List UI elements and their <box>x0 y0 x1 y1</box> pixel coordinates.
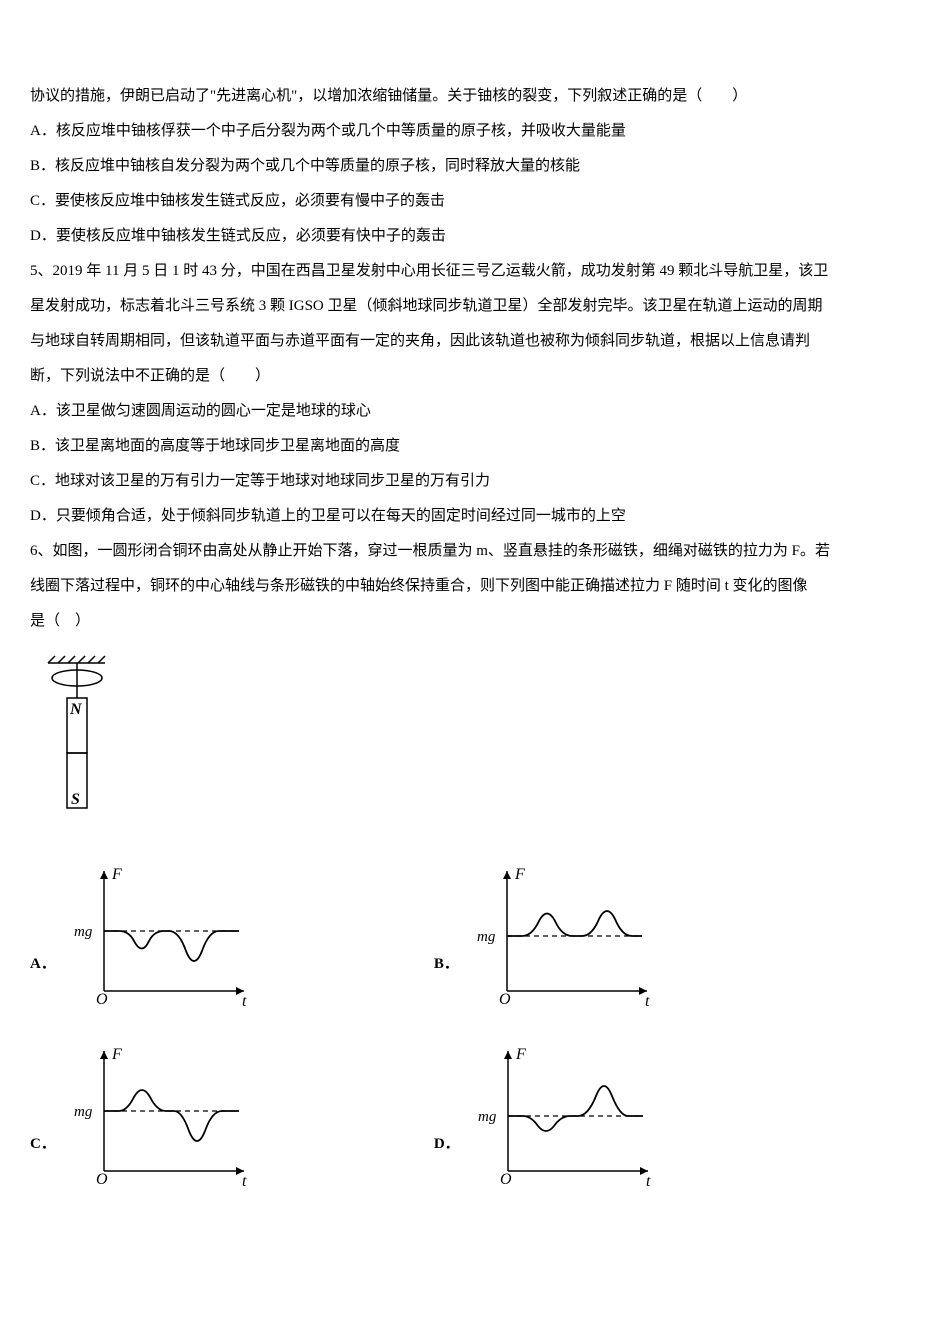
q5-stem-line2: 星发射成功，标志着北斗三号系统 3 颗 IGSO 卫星（倾斜地球同步轨道卫星）全… <box>30 290 920 323</box>
q4-stem-continuation: 协议的措施，伊朗已启动了"先进离心机"，以增加浓缩铀储量。关于铀核的裂变，下列叙… <box>30 80 920 113</box>
q4-option-b: B．核反应堆中铀核自发分裂为两个或几个中等质量的原子核，同时释放大量的核能 <box>30 150 920 183</box>
q5-stem-line4: 断，下列说法中不正确的是（ ） <box>30 360 920 393</box>
svg-text:F: F <box>515 1046 526 1063</box>
svg-text:F: F <box>111 1046 122 1063</box>
q4-option-d: D．要使核反应堆中铀核发生链式反应，必须要有快中子的轰击 <box>30 220 920 253</box>
option-row-2: C． F t O mg D． F <box>30 1041 920 1191</box>
q6-option-c: C． F t O mg <box>30 1041 254 1191</box>
svg-text:t: t <box>645 993 650 1010</box>
magnet-diagram: N S <box>40 648 920 841</box>
q6-stem-line3: 是（ ） <box>30 605 920 638</box>
svg-text:O: O <box>96 1171 108 1188</box>
svg-text:F: F <box>111 866 122 883</box>
graph-a: F t O mg <box>64 861 254 1011</box>
q5-stem-line1: 5、2019 年 11 月 5 日 1 时 43 分，中国在西昌卫星发射中心用长… <box>30 255 920 288</box>
svg-text:O: O <box>500 1171 512 1188</box>
option-b-label: B． <box>434 948 459 1011</box>
option-row-1: A． F t O mg B． <box>30 861 920 1011</box>
q5-option-b: B．该卫星离地面的高度等于地球同步卫星离地面的高度 <box>30 430 920 463</box>
q6-options-grid: A． F t O mg B． <box>30 861 920 1191</box>
graph-b: F t O mg <box>467 861 657 1011</box>
q6-option-a: A． F t O mg <box>30 861 254 1011</box>
q6-option-d: D． F t O mg <box>434 1041 658 1191</box>
svg-text:mg: mg <box>74 1104 93 1120</box>
magnet-n-label: N <box>69 701 83 718</box>
graph-c: F t O mg <box>64 1041 254 1191</box>
svg-text:mg: mg <box>74 924 93 940</box>
option-c-label: C． <box>30 1128 56 1191</box>
q4-option-a: A．核反应堆中铀核俘获一个中子后分裂为两个或几个中等质量的原子核，并吸收大量能量 <box>30 115 920 148</box>
q4-option-c: C．要使核反应堆中铀核发生链式反应，必须要有慢中子的轰击 <box>30 185 920 218</box>
q6-option-b: B． F t O mg <box>434 861 657 1011</box>
magnet-s-label: S <box>71 791 80 808</box>
graph-d: F t O mg <box>468 1041 658 1191</box>
svg-text:mg: mg <box>478 1109 497 1125</box>
q5-option-d: D．只要倾角合适，处于倾斜同步轨道上的卫星可以在每天的固定时间经过同一城市的上空 <box>30 500 920 533</box>
svg-text:t: t <box>242 993 247 1010</box>
option-d-label: D． <box>434 1128 460 1191</box>
q5-option-a: A．该卫星做匀速圆周运动的圆心一定是地球的球心 <box>30 395 920 428</box>
svg-text:t: t <box>646 1173 651 1190</box>
q5-stem-line3: 与地球自转周期相同，但该轨道平面与赤道平面有一定的夹角，因此该轨道也被称为倾斜同… <box>30 325 920 358</box>
q6-stem-line2: 线圈下落过程中，铜环的中心轴线与条形磁铁的中轴始终保持重合，则下列图中能正确描述… <box>30 570 920 603</box>
svg-text:O: O <box>96 991 108 1008</box>
q5-option-c: C．地球对该卫星的万有引力一定等于地球对地球同步卫星的万有引力 <box>30 465 920 498</box>
svg-text:t: t <box>242 1173 247 1190</box>
q6-stem-line1: 6、如图，一圆形闭合铜环由高处从静止开始下落，穿过一根质量为 m、竖直悬挂的条形… <box>30 535 920 568</box>
svg-text:mg: mg <box>477 929 496 945</box>
svg-text:O: O <box>499 991 511 1008</box>
option-a-label: A． <box>30 948 56 1011</box>
svg-text:F: F <box>514 866 525 883</box>
